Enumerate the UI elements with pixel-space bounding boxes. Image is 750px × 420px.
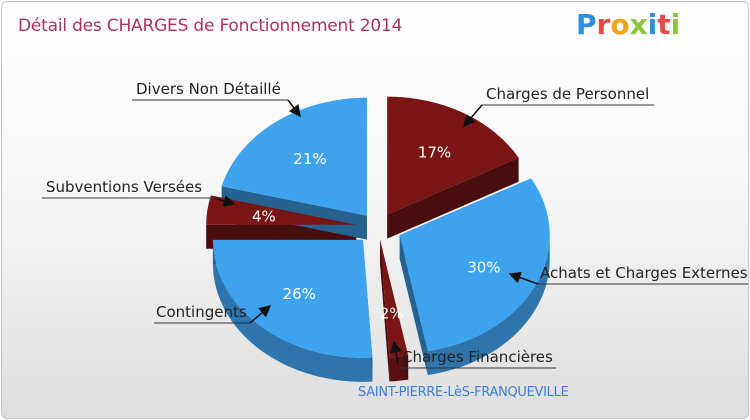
proxiti-logo: Proxiti bbox=[576, 8, 680, 41]
logo-letter: i bbox=[647, 8, 658, 41]
pie-slice bbox=[387, 96, 519, 215]
slice-percent-label: 4% bbox=[252, 208, 276, 226]
slice-percent-label: 30% bbox=[467, 258, 500, 276]
logo-letter: t bbox=[657, 8, 671, 41]
city-subtitle: SAINT-PIERRE-LèS-FRANQUEVILLE bbox=[358, 385, 569, 400]
slice-percent-label: 2% bbox=[380, 304, 404, 322]
slice-percent-label: 21% bbox=[293, 150, 326, 168]
slice-category-label: Achats et Charges Externes bbox=[540, 264, 748, 282]
slice-category-label: Subventions Versées bbox=[46, 178, 202, 196]
chart-title: Détail des CHARGES de Fonctionnement 201… bbox=[18, 16, 403, 36]
slice-percent-label: 26% bbox=[283, 285, 316, 303]
pie-slice bbox=[212, 239, 373, 358]
callout-arrow bbox=[389, 340, 402, 365]
slice-category-label: Charges Financières bbox=[402, 348, 553, 366]
callout-arrow bbox=[213, 195, 236, 207]
pie-slice bbox=[221, 97, 367, 216]
logo-letter: P bbox=[576, 8, 597, 41]
pie-slice bbox=[380, 239, 409, 358]
callout-arrow bbox=[508, 271, 539, 285]
slice-percent-label: 17% bbox=[418, 144, 451, 162]
slice-side bbox=[387, 157, 519, 239]
slice-category-label: Divers Non Détaillé bbox=[136, 80, 281, 98]
logo-letter: r bbox=[596, 8, 611, 41]
slice-category-label: Contingents bbox=[156, 303, 247, 321]
callout-arrow bbox=[249, 305, 272, 324]
slice-category-label: Charges de Personnel bbox=[486, 85, 649, 103]
logo-letter: i bbox=[670, 8, 681, 41]
logo-letter: o bbox=[610, 8, 630, 41]
pie-slice bbox=[206, 195, 357, 225]
logo-letter: x bbox=[629, 8, 648, 41]
callout-arrow bbox=[463, 104, 483, 128]
callout-arrow bbox=[287, 99, 301, 118]
pie-slice bbox=[399, 178, 550, 352]
